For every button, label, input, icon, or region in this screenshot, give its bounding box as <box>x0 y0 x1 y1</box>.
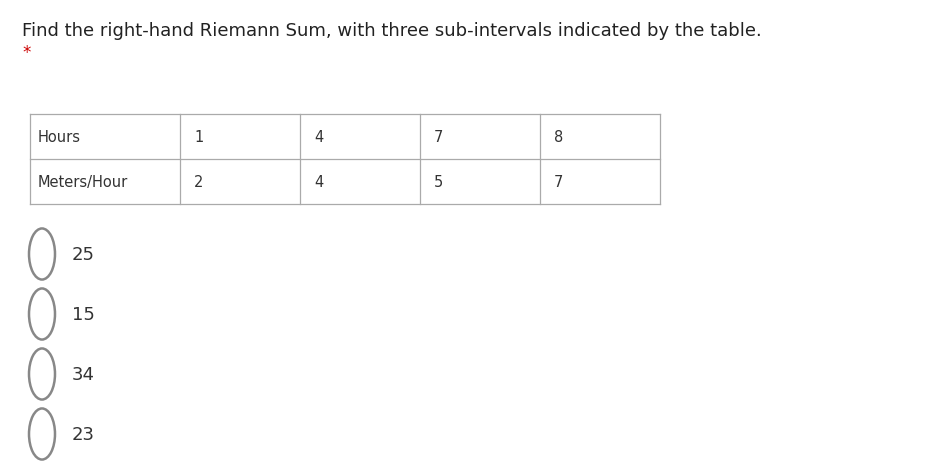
Text: 7: 7 <box>433 130 443 145</box>
Text: 7: 7 <box>553 175 563 189</box>
Text: 4: 4 <box>314 175 323 189</box>
Text: *: * <box>22 44 30 62</box>
Text: Hours: Hours <box>38 130 80 145</box>
Text: 34: 34 <box>72 365 95 383</box>
Text: 15: 15 <box>72 306 95 323</box>
Text: Meters/Hour: Meters/Hour <box>38 175 128 189</box>
Text: 4: 4 <box>314 130 323 145</box>
Text: 25: 25 <box>72 246 95 263</box>
Text: 23: 23 <box>72 425 95 443</box>
Text: Find the right-hand Riemann Sum, with three sub-intervals indicated by the table: Find the right-hand Riemann Sum, with th… <box>22 22 761 40</box>
Text: 5: 5 <box>433 175 443 189</box>
Text: 2: 2 <box>194 175 203 189</box>
Text: 8: 8 <box>553 130 563 145</box>
Text: 1: 1 <box>194 130 203 145</box>
